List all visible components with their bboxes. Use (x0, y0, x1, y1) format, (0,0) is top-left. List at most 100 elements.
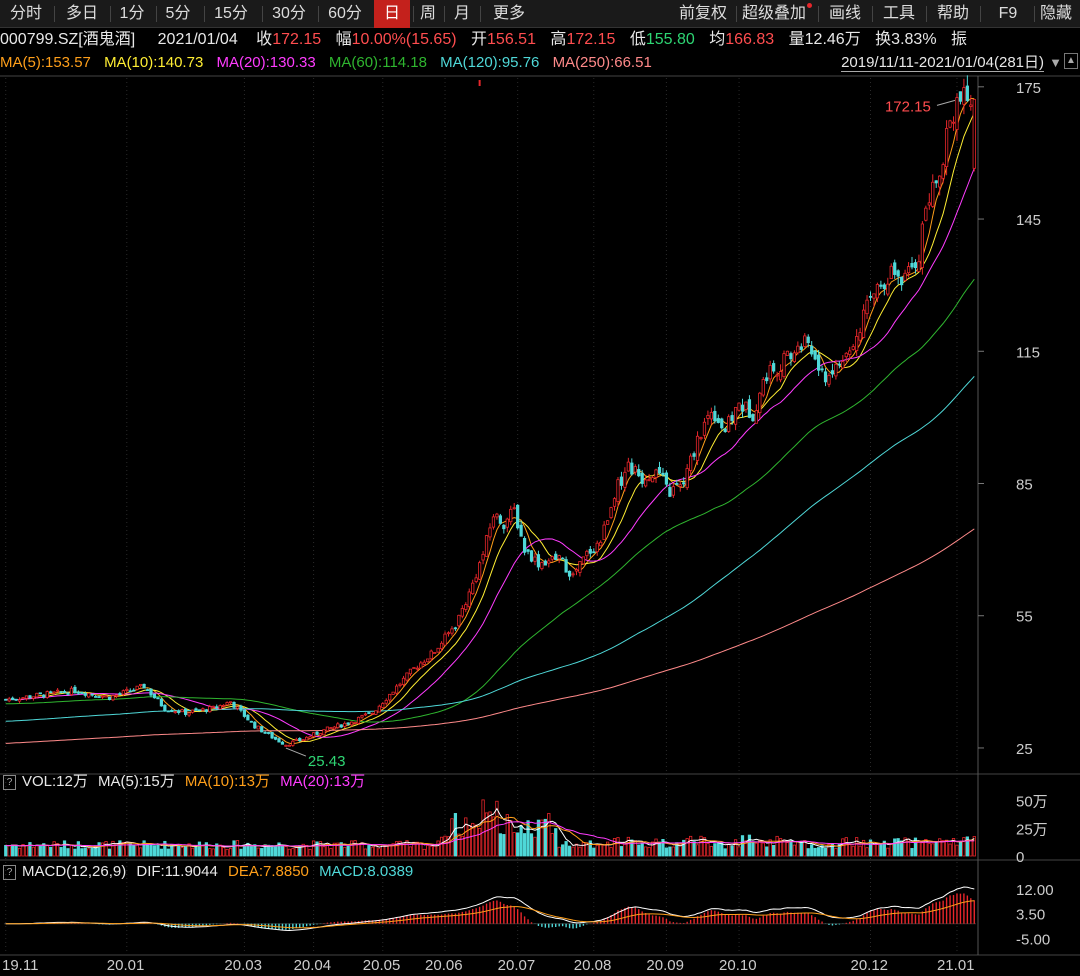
candle-body (35, 692, 39, 698)
time-tick-label: 20.05 (363, 957, 401, 974)
candle-body (38, 692, 42, 695)
candle-body (810, 345, 814, 355)
tab-1min[interactable]: 1分 (119, 5, 145, 22)
date-range[interactable]: 2019/11/11-2021/01/04(281日) (841, 54, 1044, 72)
candle-body (394, 685, 399, 694)
tab-weekly[interactable]: 周 (419, 5, 436, 22)
tab-multi-day[interactable]: 多日 (65, 5, 98, 22)
candle-body (336, 723, 340, 728)
tab-daily[interactable]: 日 (374, 0, 410, 28)
volume-bar (235, 840, 240, 857)
candle-body (792, 352, 797, 362)
volume-bar (827, 843, 831, 857)
candle-body (567, 570, 572, 577)
volume-bar (882, 840, 886, 857)
volume-bar (965, 836, 969, 857)
super-overlay-button[interactable]: 超级叠加 (738, 0, 816, 28)
tab-more[interactable]: 更多 (492, 5, 525, 22)
volume-bar (315, 841, 319, 857)
candle-body (232, 701, 236, 708)
candle-body (529, 550, 534, 562)
candle-body (744, 401, 748, 410)
volume-bar (682, 839, 686, 857)
candle-body (471, 582, 475, 595)
tab-30min[interactable]: 30分 (272, 5, 306, 22)
candle-body (343, 722, 347, 727)
range-dropdown-icon[interactable]: ▼ (1049, 55, 1062, 70)
volume-bar (412, 841, 416, 857)
candle-body (550, 556, 554, 560)
volume-bar (733, 839, 738, 857)
volume-bar (173, 844, 177, 857)
candle-body (11, 697, 15, 701)
candle-body (80, 691, 84, 694)
candle-body (464, 604, 468, 610)
volume-bar (958, 841, 963, 857)
tools-button[interactable]: 工具 (882, 5, 915, 22)
volume-bar (453, 813, 458, 857)
volume-bar (716, 842, 720, 857)
time-axis: 19.11 20.01 20.03 20.04 20.05 20.06 20.07 20.08… (2, 957, 975, 974)
collapse-up-icon[interactable]: ▲ (1064, 53, 1078, 69)
tab-5min[interactable]: 5分 (165, 5, 191, 22)
candle-body (201, 708, 205, 711)
help-icon[interactable]: ? (3, 864, 16, 880)
tab-monthly[interactable]: 月 (453, 5, 470, 22)
candle-body (215, 706, 219, 709)
forward-adjust-button[interactable]: 前复权 (678, 5, 727, 22)
candle-body (426, 658, 430, 663)
candle-body (785, 350, 790, 356)
volume-bar (121, 841, 125, 857)
f9-button[interactable]: F9 (998, 5, 1018, 22)
candle-body (284, 744, 288, 747)
volume-tick-label: 50万 (1016, 794, 1048, 811)
volume-bar (522, 833, 527, 857)
volume-bar (69, 844, 74, 857)
volume-bar (166, 848, 170, 857)
candle-body (31, 696, 36, 699)
candle-body (208, 706, 212, 713)
help-icon[interactable]: ? (3, 774, 16, 790)
help-button[interactable]: 帮助 (936, 5, 969, 22)
candle-body (595, 542, 599, 553)
volume-bar (495, 800, 499, 857)
volume-bar (7, 845, 11, 857)
candle-body (156, 697, 160, 700)
volume-bar (353, 840, 357, 857)
volume-bar (350, 840, 354, 857)
volume-bar (446, 836, 451, 857)
tab-15min[interactable]: 15分 (214, 5, 248, 22)
volume-bar (484, 812, 489, 857)
low-marker-arrow (285, 747, 307, 757)
ma-lines (5, 97, 975, 745)
tab-60min[interactable]: 60分 (328, 5, 362, 22)
candle-body (187, 712, 191, 716)
hide-button[interactable]: 隐藏 (1040, 5, 1073, 22)
candle-body (453, 627, 458, 630)
candle-body (225, 702, 229, 706)
draw-line-button[interactable]: 画线 (828, 5, 861, 22)
volume-bar (917, 840, 921, 857)
volume-bar (886, 847, 890, 857)
time-tick-label: 20.07 (498, 957, 536, 974)
tab-intraday[interactable]: 分时 (9, 5, 42, 22)
candle-body (194, 708, 198, 711)
high-marker-arrow (936, 99, 956, 106)
candle-body (702, 421, 707, 436)
volume-bar (118, 840, 122, 857)
volume-bar (301, 843, 305, 857)
volume-bar (436, 840, 440, 857)
candle-body (917, 261, 921, 272)
volume-bar (557, 846, 561, 857)
volume-bar (574, 843, 579, 857)
candle-body (657, 466, 662, 474)
volume-bar (529, 833, 534, 857)
turnover-value: 3.83% (891, 31, 937, 48)
volume-bar (747, 834, 752, 857)
volume-bar (723, 848, 727, 857)
volume-bar (571, 846, 575, 857)
volume-bar (419, 842, 423, 857)
volume-bar (59, 847, 63, 857)
candle-body (24, 695, 29, 699)
